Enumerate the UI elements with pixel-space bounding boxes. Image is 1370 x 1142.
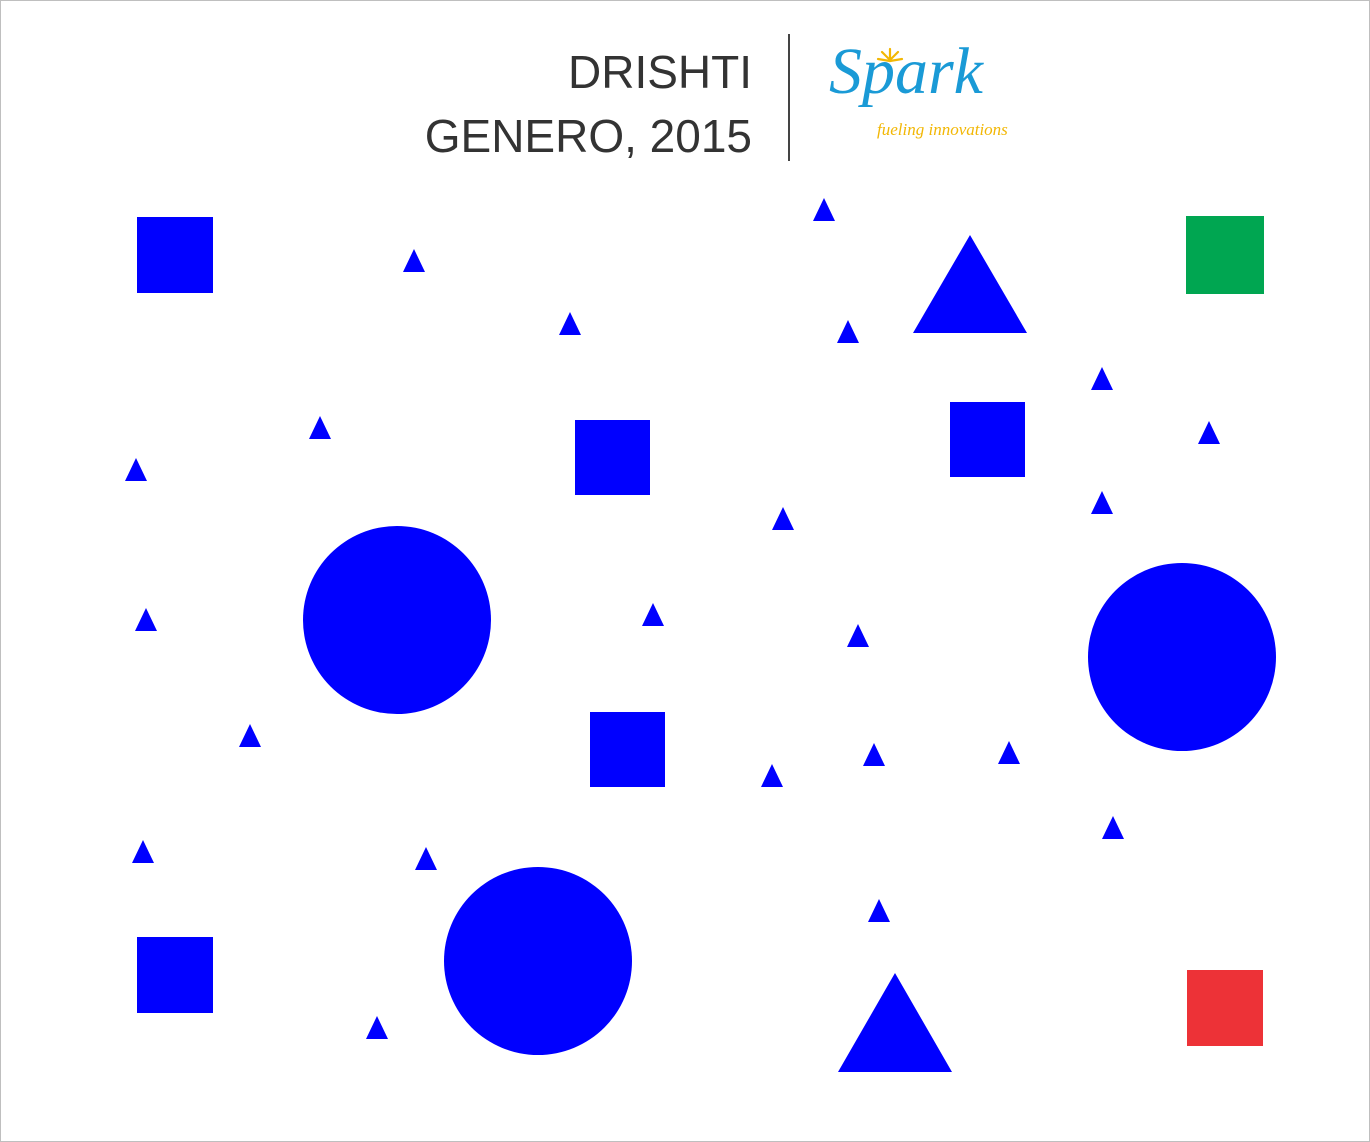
blue-small-triangle [366, 1016, 388, 1039]
blue-small-triangle [868, 899, 890, 922]
blue-circle [444, 867, 632, 1055]
blue-small-triangle [642, 603, 664, 626]
blue-small-triangle [125, 458, 147, 481]
blue-square [950, 402, 1025, 477]
title-line-1: DRISHTI [568, 46, 752, 98]
blue-small-triangle [403, 249, 425, 272]
blue-circle [1088, 563, 1276, 751]
blue-small-triangle [1091, 491, 1113, 514]
sun-rays-icon [876, 47, 904, 63]
blue-small-triangle [1198, 421, 1220, 444]
blue-small-triangle [132, 840, 154, 863]
title-line-2: GENERO, 2015 [424, 110, 752, 162]
blue-square [590, 712, 665, 787]
blue-small-triangle [239, 724, 261, 747]
blue-square [137, 217, 213, 293]
spark-logo: Spark fueling innovations [829, 39, 1039, 151]
blue-small-triangle [813, 198, 835, 221]
blue-large-triangle [838, 973, 952, 1072]
blue-small-triangle [1102, 816, 1124, 839]
blue-small-triangle [135, 608, 157, 631]
blue-circle [303, 526, 491, 714]
logo-brand-text: Spark [829, 35, 983, 108]
blue-small-triangle [1091, 367, 1113, 390]
blue-small-triangle [847, 624, 869, 647]
blue-small-triangle [837, 320, 859, 343]
blue-small-triangle [559, 312, 581, 335]
blue-small-triangle [761, 764, 783, 787]
red-square [1187, 970, 1263, 1046]
blue-large-triangle [913, 235, 1027, 333]
blue-small-triangle [998, 741, 1020, 764]
blue-square [575, 420, 650, 495]
blue-small-triangle [415, 847, 437, 870]
green-square [1186, 216, 1264, 294]
blue-small-triangle [309, 416, 331, 439]
blue-small-triangle [863, 743, 885, 766]
logo-tagline: fueling innovations [877, 120, 1008, 139]
header-divider [788, 34, 790, 161]
blue-square [137, 937, 213, 1013]
blue-small-triangle [772, 507, 794, 530]
